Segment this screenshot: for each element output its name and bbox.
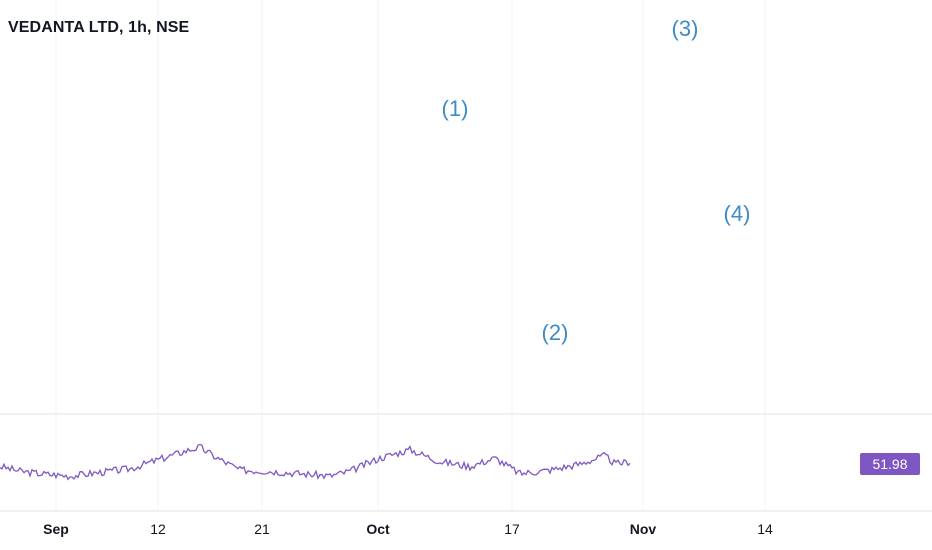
rsi-line: [0, 443, 631, 481]
grid-lines: [55, 0, 766, 510]
time-tick-label: Sep: [43, 521, 69, 537]
chart-title: VEDANTA LTD, 1h, NSE: [8, 19, 190, 36]
time-tick-label: 17: [504, 521, 520, 537]
time-tick-label: 12: [150, 521, 166, 537]
elliott-wave-drawing[interactable]: (1) (2) (3) (4): [350, 0, 856, 345]
time-tick-label: Nov: [630, 521, 657, 537]
wave-label: (4): [724, 201, 751, 226]
price-badge-label: 51.98: [872, 456, 907, 472]
price-badge-box: [860, 453, 920, 475]
wave-label: (2): [542, 320, 569, 345]
rsi-indicator[interactable]: [0, 413, 932, 481]
rsi-value-badge[interactable]: 51.98: [860, 453, 920, 475]
time-tick-label: 21: [254, 521, 270, 537]
time-tick-label: 14: [757, 521, 773, 537]
axes: 320.00300.00280.00260.00Sep1221Oct17Nov1…: [0, 453, 932, 537]
wave-label: (1): [442, 96, 469, 121]
time-tick-label: Oct: [366, 521, 390, 537]
wave-label: (3): [672, 16, 699, 41]
